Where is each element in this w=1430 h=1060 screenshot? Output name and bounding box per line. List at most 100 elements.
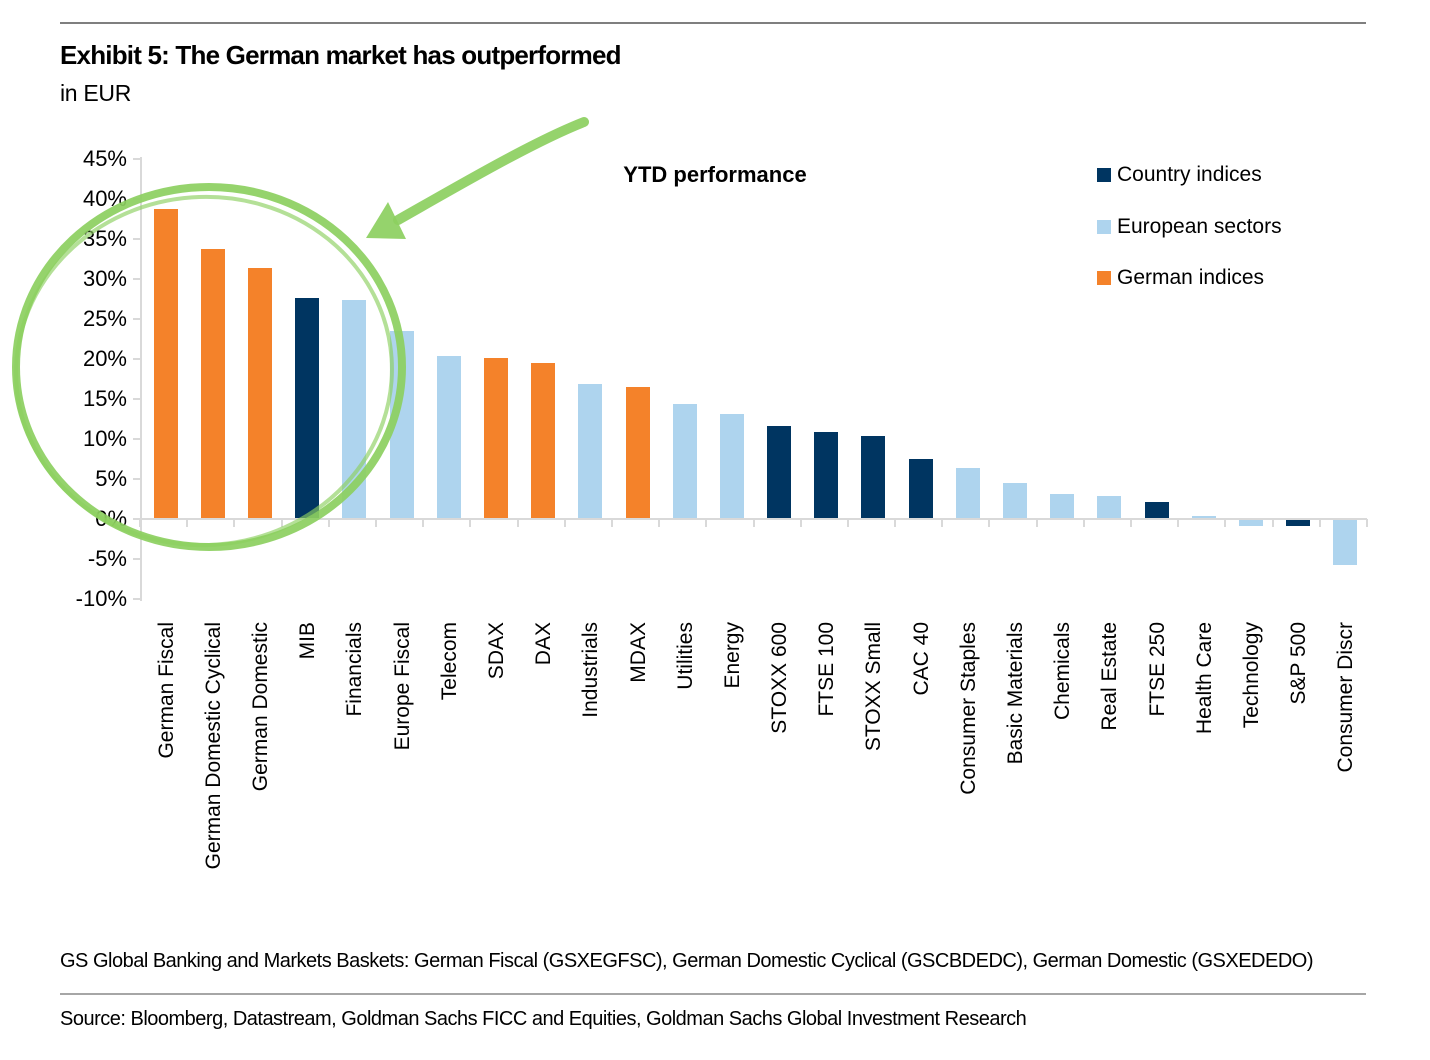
bar-health-care	[1191, 515, 1216, 518]
x-axis-label-utilities: Utilities	[673, 622, 697, 690]
bar-telecom	[436, 355, 461, 518]
legend-item-country-indices: Country indices	[1097, 162, 1262, 188]
bar-consumer-staples	[955, 468, 980, 518]
x-axis-label-mib: MIB	[296, 622, 320, 660]
x-axis-label-consumer-staples: Consumer Staples	[956, 622, 980, 795]
x-axis-tick	[327, 519, 330, 527]
arrow-annotation-shaft	[393, 117, 589, 225]
x-axis-label-europe-fiscal: Europe Fiscal	[390, 622, 414, 751]
legend-label: European sectors	[1117, 214, 1282, 238]
x-axis-label-telecom: Telecom	[437, 622, 461, 701]
bar-german-domestic-cyclical	[200, 249, 225, 518]
y-axis-label-40: 40%	[82, 186, 127, 211]
bar-stoxx-small	[861, 436, 886, 518]
x-axis-tick	[1082, 519, 1085, 527]
y-axis-label-30: 30%	[82, 266, 127, 291]
bar-energy	[719, 414, 744, 518]
bar-german-fiscal	[153, 209, 178, 518]
bar-mdax	[625, 386, 650, 518]
page-subtitle: in EUR	[60, 80, 132, 106]
y-axis-tick	[133, 358, 140, 360]
bar-dax	[531, 362, 556, 518]
y-axis-tick	[133, 318, 140, 320]
legend-item-german-indices: German indices	[1097, 265, 1264, 291]
bar-german-domestic	[247, 268, 272, 518]
legend-swatch-icon	[1097, 271, 1111, 285]
y-axis-label-25: 25%	[82, 306, 127, 331]
x-axis-tick	[1271, 519, 1274, 527]
x-axis-tick	[658, 519, 661, 527]
page-title: Exhibit 5: The German market has outperf…	[60, 40, 622, 70]
x-axis-tick	[1035, 519, 1038, 527]
arrow-annotation-head	[366, 202, 406, 239]
bar-technology	[1239, 520, 1264, 526]
legend-item-european-sectors: European sectors	[1097, 214, 1282, 240]
x-axis-tick	[610, 519, 613, 527]
x-axis-tick	[799, 519, 802, 527]
x-axis-label-financials: Financials	[343, 622, 367, 717]
x-axis-label-health-care: Health Care	[1192, 622, 1216, 735]
x-axis-tick	[1177, 519, 1180, 527]
x-axis-tick	[1130, 519, 1133, 527]
y-axis-tick	[133, 278, 140, 280]
y-axis-tick	[133, 558, 140, 560]
x-axis-tick	[846, 519, 849, 527]
x-axis-label-dax: DAX	[532, 622, 556, 666]
footnote: GS Global Banking and Markets Baskets: G…	[60, 950, 1314, 972]
x-axis-label-german-domestic: German Domestic	[248, 622, 272, 792]
x-axis-tick	[186, 519, 189, 527]
x-axis-label-consumer-discr: Consumer Discr	[1334, 622, 1358, 773]
x-axis-tick	[469, 519, 472, 527]
bar-basic-materials	[1003, 482, 1028, 518]
x-axis-label-basic-materials: Basic Materials	[1004, 622, 1028, 765]
source-line: Source: Bloomberg, Datastream, Goldman S…	[60, 1008, 1027, 1030]
bar-ftse-250	[1144, 502, 1169, 518]
y-axis-line	[140, 157, 142, 601]
x-axis-tick	[705, 519, 708, 527]
x-axis-label-german-fiscal: German Fiscal	[154, 622, 178, 759]
y-axis-label-5: -5%	[87, 546, 127, 571]
y-axis-label-20: 20%	[82, 346, 127, 371]
x-axis-label-industrials: Industrials	[579, 622, 603, 718]
y-axis-label-0: 0%	[95, 506, 127, 531]
x-axis-label-german-domestic-cyclical: German Domestic Cyclical	[201, 622, 225, 870]
bar-consumer-discr	[1333, 520, 1358, 565]
legend-swatch-icon	[1097, 219, 1111, 234]
bar-utilities	[672, 403, 697, 518]
y-axis-tick	[133, 238, 140, 240]
x-axis-label-stoxx-small: STOXX Small	[862, 622, 886, 752]
x-axis-tick	[941, 519, 944, 527]
x-axis-label-sdax: SDAX	[484, 622, 508, 680]
bar-cac-40	[908, 458, 933, 518]
y-axis-tick	[133, 598, 140, 600]
bar-sdax	[483, 358, 508, 518]
top-rule	[60, 22, 1366, 24]
x-axis-label-mdax: MDAX	[626, 622, 650, 683]
y-axis-tick	[133, 398, 140, 400]
y-axis-label-10: 10%	[82, 426, 127, 451]
x-axis-label-s-p-500: S&P 500	[1287, 622, 1311, 705]
footer-divider	[60, 993, 1366, 995]
x-axis-tick	[1366, 519, 1368, 527]
y-axis-tick	[133, 478, 140, 480]
x-axis-label-technology: Technology	[1240, 622, 1264, 729]
x-axis-tick	[1224, 519, 1227, 527]
x-axis-line	[140, 518, 1367, 520]
x-axis-tick	[233, 519, 236, 527]
x-axis-tick	[139, 519, 141, 527]
x-axis-label-ftse-100: FTSE 100	[815, 622, 839, 717]
y-axis-label-35: 35%	[82, 226, 127, 251]
bar-mib	[295, 298, 320, 518]
x-axis-label-cac-40: CAC 40	[909, 622, 933, 696]
bar-real-estate	[1097, 495, 1122, 518]
y-axis-label-45: 45%	[82, 146, 127, 171]
x-axis-tick	[1318, 519, 1321, 527]
x-axis-tick	[422, 519, 425, 527]
bar-industrials	[578, 384, 603, 518]
y-axis-label-5: 5%	[95, 466, 127, 491]
bar-s-p-500	[1286, 520, 1311, 527]
x-axis-tick	[988, 519, 991, 527]
x-axis-label-energy: Energy	[720, 622, 744, 689]
